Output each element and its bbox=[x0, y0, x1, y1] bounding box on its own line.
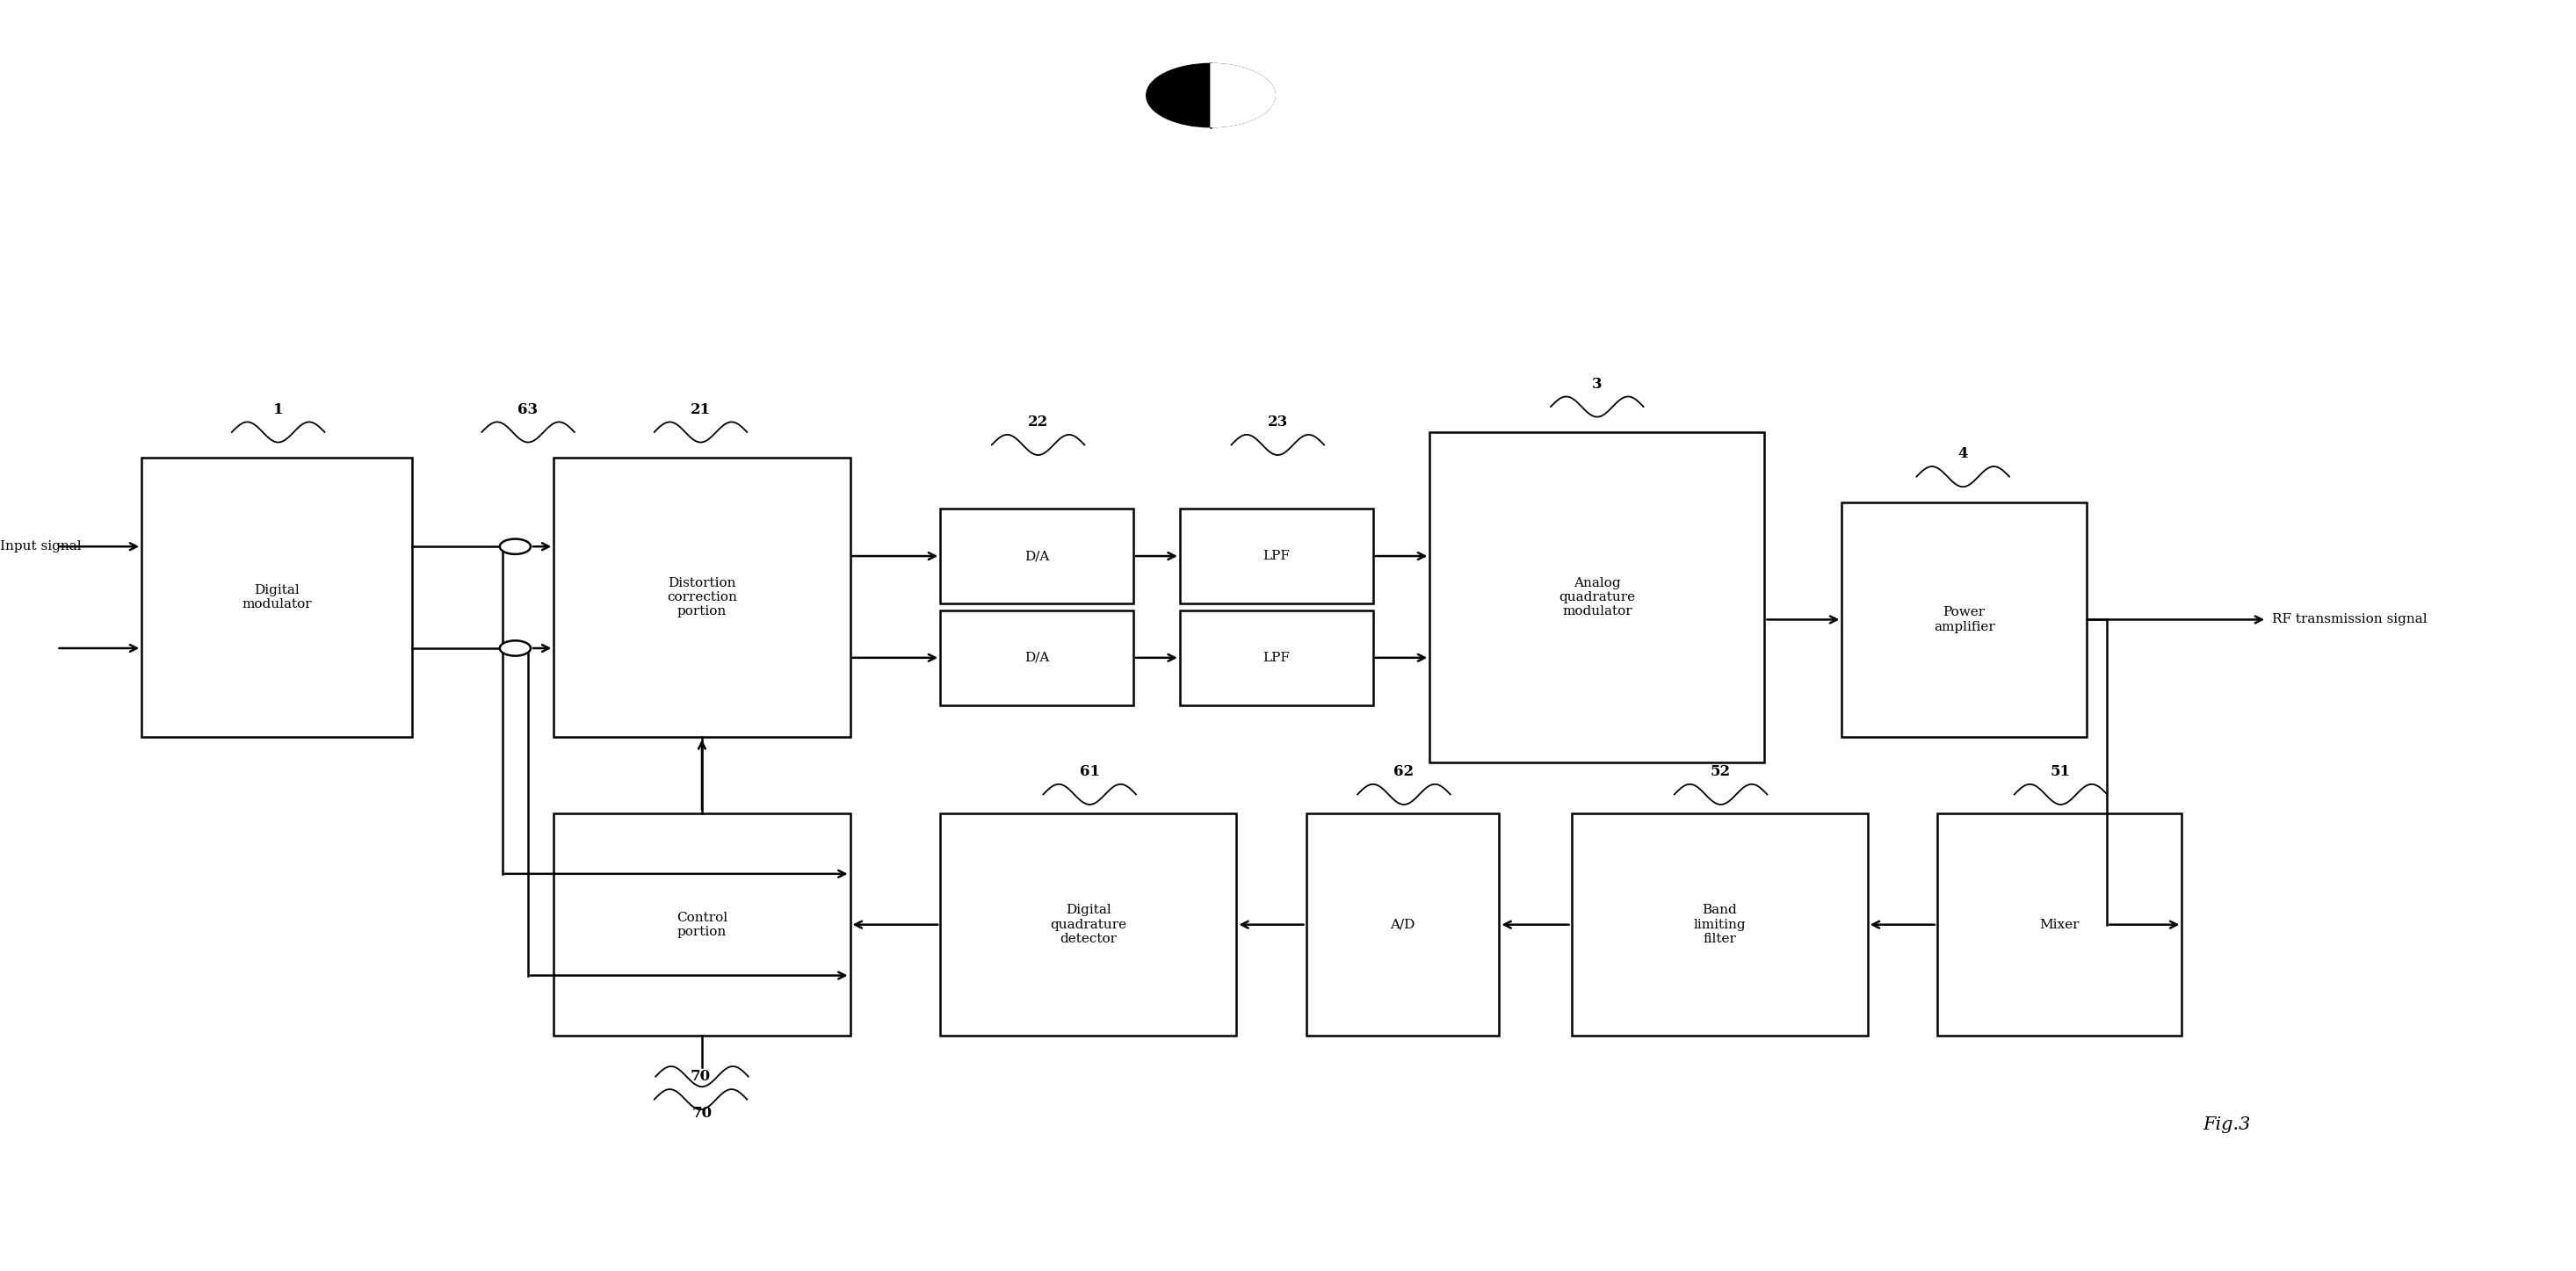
Text: 23: 23 bbox=[1267, 414, 1288, 430]
Text: 4: 4 bbox=[1958, 446, 1968, 461]
Text: Power
amplifier: Power amplifier bbox=[1935, 606, 1994, 633]
Bar bbox=[1842, 502, 2087, 737]
Bar bbox=[554, 458, 850, 737]
Bar bbox=[1180, 508, 1373, 604]
Bar bbox=[940, 508, 1133, 604]
Text: 62: 62 bbox=[1394, 764, 1414, 779]
Circle shape bbox=[1146, 64, 1275, 127]
Bar bbox=[940, 813, 1236, 1036]
Circle shape bbox=[500, 641, 531, 656]
Text: Digital
quadrature
detector: Digital quadrature detector bbox=[1051, 904, 1126, 946]
Bar bbox=[554, 813, 850, 1036]
Text: D/A: D/A bbox=[1025, 550, 1048, 562]
Bar bbox=[1180, 610, 1373, 705]
Text: Input signal: Input signal bbox=[0, 540, 82, 553]
Text: Band
limiting
filter: Band limiting filter bbox=[1692, 904, 1747, 946]
Bar bbox=[142, 458, 412, 737]
Text: RF transmission signal: RF transmission signal bbox=[2272, 614, 2427, 625]
Text: Digital
modulator: Digital modulator bbox=[242, 585, 312, 610]
Text: 22: 22 bbox=[1028, 414, 1048, 430]
Text: 51: 51 bbox=[2050, 764, 2071, 779]
Bar bbox=[1937, 813, 2182, 1036]
Text: A/D: A/D bbox=[1391, 919, 1414, 930]
Text: Control
portion: Control portion bbox=[677, 911, 726, 938]
Circle shape bbox=[500, 539, 531, 554]
Text: 70: 70 bbox=[693, 1106, 711, 1121]
Text: Mixer: Mixer bbox=[2040, 919, 2079, 930]
Wedge shape bbox=[1211, 64, 1275, 127]
Text: 3: 3 bbox=[1592, 376, 1602, 391]
Text: LPF: LPF bbox=[1262, 652, 1291, 663]
Text: 61: 61 bbox=[1079, 764, 1100, 779]
Text: 21: 21 bbox=[690, 402, 711, 417]
Text: Fig.3: Fig.3 bbox=[2202, 1116, 2251, 1134]
Bar bbox=[1430, 432, 1765, 763]
Bar bbox=[1571, 813, 1868, 1036]
Text: LPF: LPF bbox=[1262, 550, 1291, 562]
Text: 52: 52 bbox=[1710, 764, 1731, 779]
Text: 63: 63 bbox=[518, 402, 538, 417]
Text: Analog
quadrature
modulator: Analog quadrature modulator bbox=[1558, 577, 1636, 618]
Text: 1: 1 bbox=[273, 402, 283, 417]
Bar bbox=[940, 610, 1133, 705]
Bar bbox=[1306, 813, 1499, 1036]
Text: Distortion
correction
portion: Distortion correction portion bbox=[667, 577, 737, 618]
Text: D/A: D/A bbox=[1025, 652, 1048, 663]
Text: 70: 70 bbox=[690, 1069, 711, 1084]
